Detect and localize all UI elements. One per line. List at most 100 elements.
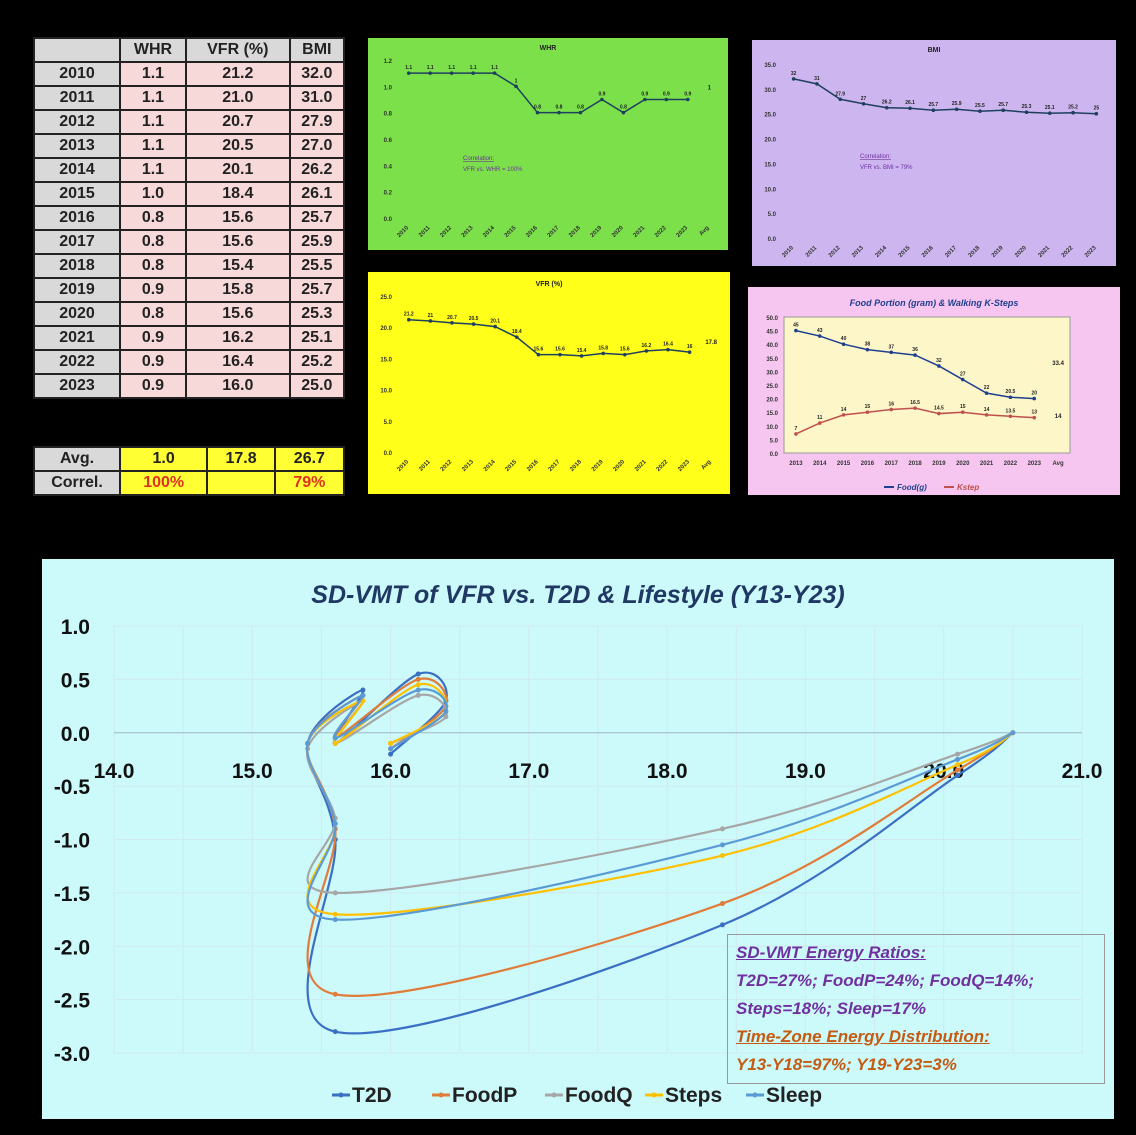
table-cell-bmi: 27.9 <box>288 109 346 135</box>
series-line <box>408 72 688 114</box>
data-point <box>865 410 870 414</box>
x-tick-label: 15.0 <box>232 760 273 783</box>
data-point <box>388 751 394 757</box>
x-tick-label: 2014 <box>813 461 827 467</box>
chart-title: VFR (%) <box>536 281 563 288</box>
data-label: 27 <box>960 372 966 378</box>
x-tick-label: 2023 <box>1028 461 1042 467</box>
table-cell-vfr: 16.0 <box>184 373 291 399</box>
table-cell-whr: 1.1 <box>119 61 187 87</box>
data-point <box>955 767 961 773</box>
data-label: 25.2 <box>1068 105 1078 111</box>
data-label: 15.6 <box>620 347 630 353</box>
table-cell-year: 2013 <box>33 133 121 159</box>
time-zone-line: Y13-Y18=97%; Y19-Y23=3% <box>736 1055 957 1074</box>
data-point <box>515 335 519 339</box>
y-tick-label: -3.0 <box>54 1043 90 1066</box>
y-tick-label: -2.5 <box>54 990 91 1013</box>
data-point <box>536 352 541 357</box>
data-label: 0.9 <box>663 92 670 98</box>
data-label: 20.7 <box>447 315 457 321</box>
plot-area <box>783 316 1071 454</box>
table-cell-bmi: 25.2 <box>288 349 346 375</box>
table-cell-vfr: 20.7 <box>184 109 291 135</box>
x-tick-label: 14.0 <box>94 760 135 783</box>
data-point <box>443 714 449 720</box>
data-point <box>719 853 725 859</box>
data-label: 16 <box>888 401 894 407</box>
table-cell-year: 2020 <box>33 301 121 327</box>
y-tick-label: 15.0 <box>764 162 776 168</box>
data-table: WHR VFR (%) BMI 2010 1.1 21.2 32.0 2011 1.1 21.0 3… <box>33 37 346 399</box>
table-cell-bmi: 25.9 <box>288 229 346 255</box>
table-row: 2011 1.1 21.0 31.0 <box>33 85 346 111</box>
data-point <box>643 97 647 102</box>
x-tick-label: 2020 <box>956 461 970 467</box>
data-point <box>960 410 965 414</box>
header-corner <box>33 37 121 63</box>
data-point <box>601 351 605 356</box>
table-row: 2017 0.8 15.6 25.9 <box>33 229 346 255</box>
y-tick-label: 10.0 <box>764 187 776 193</box>
food-steps-chart: Food Portion (gram) & Walking K-Steps 0.0… <box>748 287 1120 495</box>
data-label: 16.4 <box>663 342 673 348</box>
table-row: 2015 1.0 18.4 26.1 <box>33 181 346 207</box>
bmi-chart-panel: BMI 0.0 5.0 10.0 15.0 20.0 25.0 30.0 35.0 2010 201… <box>752 40 1116 266</box>
table-cell-year: 2023 <box>33 373 121 399</box>
data-label: 13.5 <box>1006 408 1016 414</box>
data-label: 31 <box>814 76 820 82</box>
data-label: 26.2 <box>882 100 892 106</box>
data-point <box>884 105 889 110</box>
data-label: 14 <box>984 407 990 413</box>
data-point <box>719 826 725 832</box>
y-tick-label: -1.0 <box>54 830 90 853</box>
table-cell-whr: 1.1 <box>119 109 187 135</box>
data-point <box>861 101 866 106</box>
column-header: BMI <box>288 37 346 63</box>
x-tick-label: 2021 <box>980 461 994 467</box>
table-row: 2021 0.9 16.2 25.1 <box>33 325 346 351</box>
data-label: 0.9 <box>598 92 605 98</box>
x-tick-label: 16.0 <box>370 760 411 783</box>
x-tick-label: 2016 <box>861 461 875 467</box>
y-tick-label: 25.0 <box>380 295 392 301</box>
data-point <box>913 353 917 357</box>
table-cell-year: 2018 <box>33 253 121 279</box>
legend-marker <box>438 1092 444 1098</box>
y-tick-label: 0.0 <box>768 237 777 243</box>
data-label: 1.1 <box>405 65 412 71</box>
table-cell-vfr: 21.0 <box>184 85 291 111</box>
data-point <box>443 708 449 714</box>
data-point <box>332 917 338 923</box>
data-point <box>984 391 989 395</box>
table-cell-year: 2017 <box>33 229 121 255</box>
data-point <box>449 71 454 75</box>
data-point <box>687 350 692 354</box>
sd-vmt-chart: SD-VMT of VFR vs. T2D & Lifestyle (Y13-Y… <box>42 559 1114 1119</box>
y-tick-label: 5.0 <box>770 438 779 444</box>
data-point <box>407 317 411 322</box>
table-cell-bmi: 31.0 <box>288 85 346 111</box>
y-tick-label: -0.5 <box>54 776 91 799</box>
series-line <box>408 318 690 357</box>
data-point <box>450 321 454 325</box>
table-cell-vfr: 16.2 <box>184 325 291 351</box>
data-point <box>1071 110 1075 115</box>
food-steps-chart-panel: Food Portion (gram) & Walking K-Steps 0.0… <box>748 287 1120 495</box>
data-label: 11 <box>817 415 823 421</box>
table-cell-year: 2010 <box>33 61 121 87</box>
data-label: 45 <box>793 323 799 329</box>
table-row: 2013 1.1 20.5 27.0 <box>33 133 346 159</box>
data-label: 15.6 <box>534 347 544 353</box>
data-point <box>719 922 725 928</box>
data-label: 37 <box>888 344 894 350</box>
data-point <box>557 110 561 115</box>
y-tick-label: 1.0 <box>384 85 393 91</box>
data-label: 14.5 <box>934 406 944 412</box>
table-row: 2012 1.1 20.7 27.9 <box>33 109 346 135</box>
x-tick-label: 18.0 <box>647 760 688 783</box>
data-point <box>428 71 432 75</box>
correlation-value: VFR vs. BMI = 79% <box>860 165 913 171</box>
data-label: 0.8 <box>556 105 563 111</box>
data-point <box>955 762 961 768</box>
